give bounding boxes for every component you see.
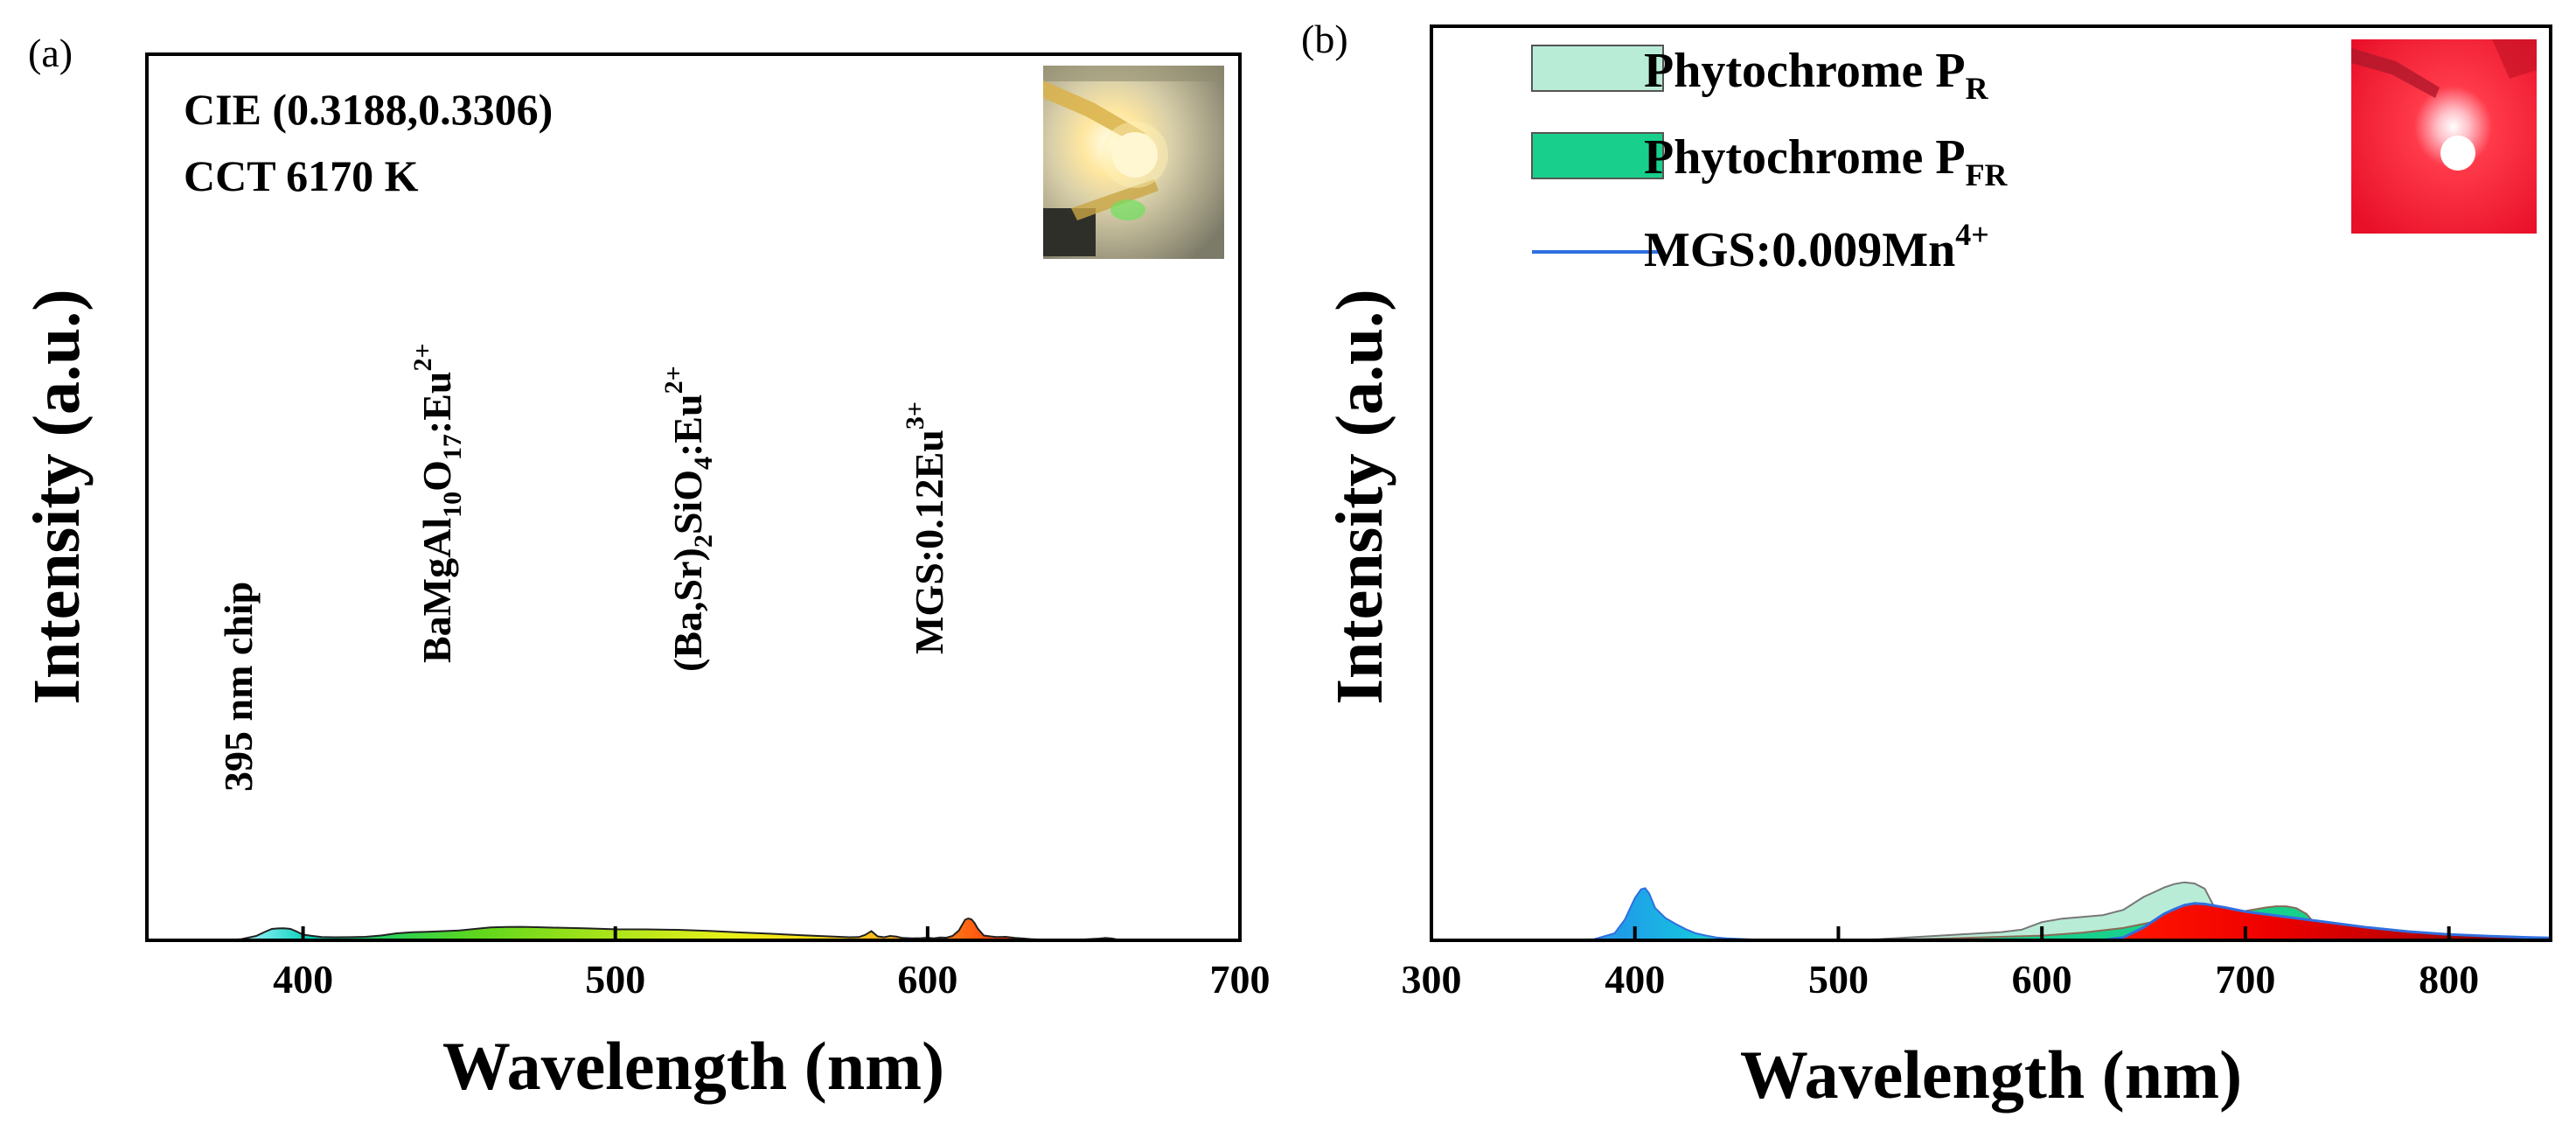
cie-label: CIE (0.3188,0.3306) [184,85,553,134]
white-led-photo [1043,66,1224,259]
legend-swatch-pr [1531,45,1664,92]
x-tick-label-800: 800 [2419,957,2479,1002]
x-tick-label-500: 500 [1808,957,1869,1002]
mgs-mn-red-band [2042,902,2551,940]
legend-entry-mn: MGS:0.009Mn4+ [1532,217,1989,277]
legend-b: Phytochrome PR Phytochrome PFR MGS:0.009… [1531,44,2009,277]
plot-frame-a [145,52,1242,942]
annotation-mgs-eu: MGS:0.12Eu3+ [901,401,951,654]
x-axis-label-b: Wavelength (nm) [1740,1037,2242,1113]
x-tick-label-600: 600 [2012,957,2072,1002]
panel-a: (a) 400 500 600 700 Wavelength (nm) Intensi… [20,31,1271,1104]
x-tick-label-700: 700 [2215,957,2275,1002]
annotation-bam: BaMgAl10O17:Eu2+ [408,343,467,663]
x-axis-b: 300 400 500 600 700 800 [1402,926,2479,1002]
x-tick-label-300: 300 [1402,957,1462,1002]
x-tick-label-600: 600 [897,957,957,1002]
cct-label: CCT 6170 K [184,151,419,200]
legend-entry-pfr: Phytochrome PFR [1531,130,2009,192]
annotation-bss: (Ba,Sr)2SiO4:Eu2+ [659,366,718,672]
annotation-chip: 395 nm chip [216,582,261,792]
legend-swatch-pfr [1531,132,1664,179]
x-axis-label-a: Wavelength (nm) [442,1028,944,1104]
panel-b-tag: (b) [1301,17,1348,61]
x-tick-label-400: 400 [273,957,333,1002]
y-axis-label-b: Intensity (a.u.) [1323,289,1396,704]
legend-entry-pr: Phytochrome PR [1531,44,1989,106]
legend-label-mn: MGS:0.009Mn4+ [1644,217,1989,277]
panel-b: (b) 300 400 500 600 700 800 Wavelength (nm) I… [1301,17,2552,1113]
x-axis-a: 400 500 600 700 [273,926,1271,1002]
red-led-photo [2351,39,2537,234]
y-axis-label-a: Intensity (a.u.) [20,289,94,704]
mgs-mn-blue-band [1553,887,1778,940]
x-tick-label-500: 500 [585,957,645,1002]
legend-label-pr: Phytochrome PR [1644,44,1989,106]
emission-area-a [209,917,1240,940]
plot-frame-b [1430,24,2552,942]
panel-a-tag: (a) [28,31,73,75]
x-tick-label-700: 700 [1210,957,1271,1002]
x-tick-label-400: 400 [1605,957,1665,1002]
legend-label-pfr: Phytochrome PFR [1644,130,2009,192]
